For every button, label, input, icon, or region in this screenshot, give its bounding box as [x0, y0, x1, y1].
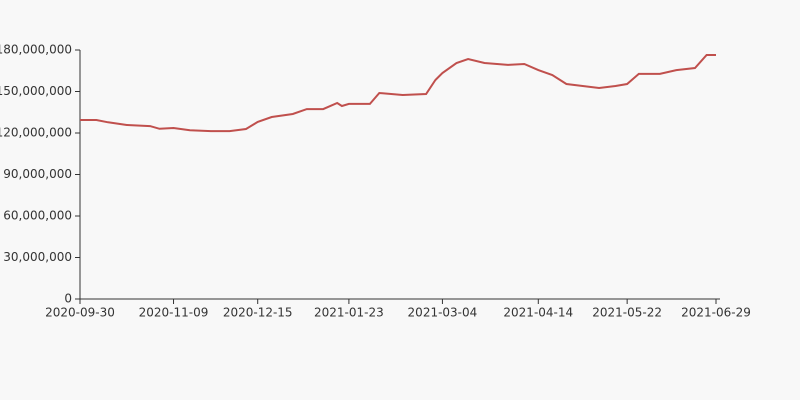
y-tick-label: 90,000,000: [3, 167, 72, 181]
y-tick-label: 30,000,000: [3, 250, 72, 264]
y-tick-label: 60,000,000: [3, 209, 72, 223]
x-tick-label: 2021-04-14: [503, 306, 573, 320]
x-tick-label: 2021-05-22: [592, 306, 662, 320]
y-tick-label: 0: [64, 292, 72, 306]
x-tick-label: 2021-06-29: [681, 306, 751, 320]
x-tick-label: 2021-03-04: [408, 306, 478, 320]
data-line: [80, 54, 716, 133]
y-tick-label: 120,000,000: [0, 126, 72, 140]
x-tick-label: 2021-01-23: [314, 306, 384, 320]
y-tick-label: 180,000,000: [0, 43, 72, 57]
x-tick-label: 2020-11-09: [139, 306, 209, 320]
y-tick-label: 150,000,000: [0, 84, 72, 98]
x-tick-label: 2020-12-15: [223, 306, 293, 320]
x-tick-label: 2020-09-30: [45, 306, 115, 320]
